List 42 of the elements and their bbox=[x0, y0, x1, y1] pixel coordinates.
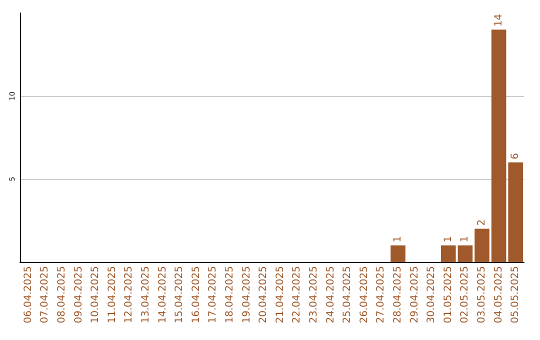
bar bbox=[390, 245, 406, 262]
x-tick-label: 15.04.2025 bbox=[174, 266, 186, 324]
x-tick-label: 03.05.2025 bbox=[476, 266, 488, 324]
x-tick-label: 14.04.2025 bbox=[157, 266, 168, 324]
x-tick-label: 07.04.2025 bbox=[40, 266, 51, 324]
x-tick-label: 12.04.2025 bbox=[124, 266, 135, 324]
data-label: 1 bbox=[442, 236, 454, 242]
x-tick-label: 04.05.2025 bbox=[493, 266, 504, 324]
x-tick-label: 10.04.2025 bbox=[90, 266, 102, 324]
x-tick-label: 08.04.2025 bbox=[56, 266, 68, 324]
x-tick-label: 11.04.2025 bbox=[106, 266, 118, 324]
data-label: 2 bbox=[476, 219, 488, 226]
x-tick-label: 27.04.2025 bbox=[376, 266, 387, 324]
x-tick-label: 05.05.2025 bbox=[510, 266, 522, 324]
bar bbox=[441, 245, 456, 262]
bar bbox=[458, 245, 473, 262]
x-tick-label: 16.04.2025 bbox=[190, 266, 202, 324]
x-tick-label: 23.04.2025 bbox=[308, 266, 320, 324]
x-tick-label: 22.04.2025 bbox=[292, 266, 303, 324]
x-tick-label: 30.04.2025 bbox=[426, 266, 438, 324]
x-tick-label: 19.04.2025 bbox=[241, 266, 252, 324]
x-tick-label: 17.04.2025 bbox=[208, 266, 219, 324]
bar bbox=[474, 228, 490, 262]
x-tick-label: 26.04.2025 bbox=[358, 266, 370, 324]
x-tick-label: 09.04.2025 bbox=[73, 266, 84, 324]
x-tick-label: 02.05.2025 bbox=[460, 266, 471, 324]
x-tick-label: 18.04.2025 bbox=[224, 266, 236, 324]
x-tick-label: 20.04.2025 bbox=[258, 266, 270, 324]
x-tick-label: 29.04.2025 bbox=[409, 266, 420, 324]
data-label: 1 bbox=[460, 236, 471, 242]
x-tick-label: 06.04.2025 bbox=[22, 266, 34, 324]
bar bbox=[491, 30, 506, 262]
data-label: 1 bbox=[392, 236, 404, 242]
x-tick-label: 21.04.2025 bbox=[274, 266, 286, 324]
x-tick-label: 28.04.2025 bbox=[392, 266, 404, 324]
x-tick-label: 01.05.2025 bbox=[442, 266, 454, 324]
x-tick-label: 25.04.2025 bbox=[342, 266, 354, 324]
x-tick-label: 13.04.2025 bbox=[140, 266, 152, 324]
bar bbox=[508, 162, 523, 262]
data-label: 6 bbox=[510, 153, 522, 160]
data-label: 14 bbox=[493, 14, 504, 27]
x-tick-label: 24.04.2025 bbox=[325, 266, 336, 324]
